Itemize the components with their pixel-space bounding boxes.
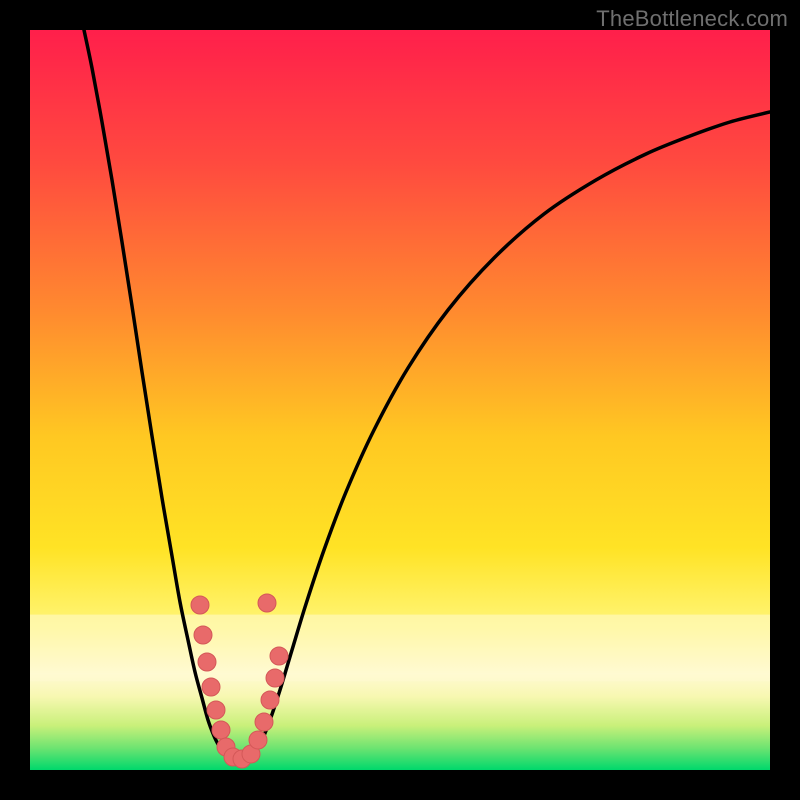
data-marker <box>212 721 230 739</box>
data-marker <box>194 626 212 644</box>
data-marker <box>191 596 209 614</box>
data-marker <box>249 731 267 749</box>
data-marker <box>261 691 279 709</box>
data-marker <box>202 678 220 696</box>
data-marker <box>258 594 276 612</box>
data-marker <box>270 647 288 665</box>
data-marker <box>266 669 284 687</box>
data-marker <box>207 701 225 719</box>
chart-frame: TheBottleneck.com <box>0 0 800 800</box>
watermark-text: TheBottleneck.com <box>596 6 788 32</box>
data-marker <box>255 713 273 731</box>
bottleneck-chart <box>30 30 770 770</box>
plot-area <box>30 30 770 770</box>
highlight-band <box>30 615 770 682</box>
data-marker <box>198 653 216 671</box>
